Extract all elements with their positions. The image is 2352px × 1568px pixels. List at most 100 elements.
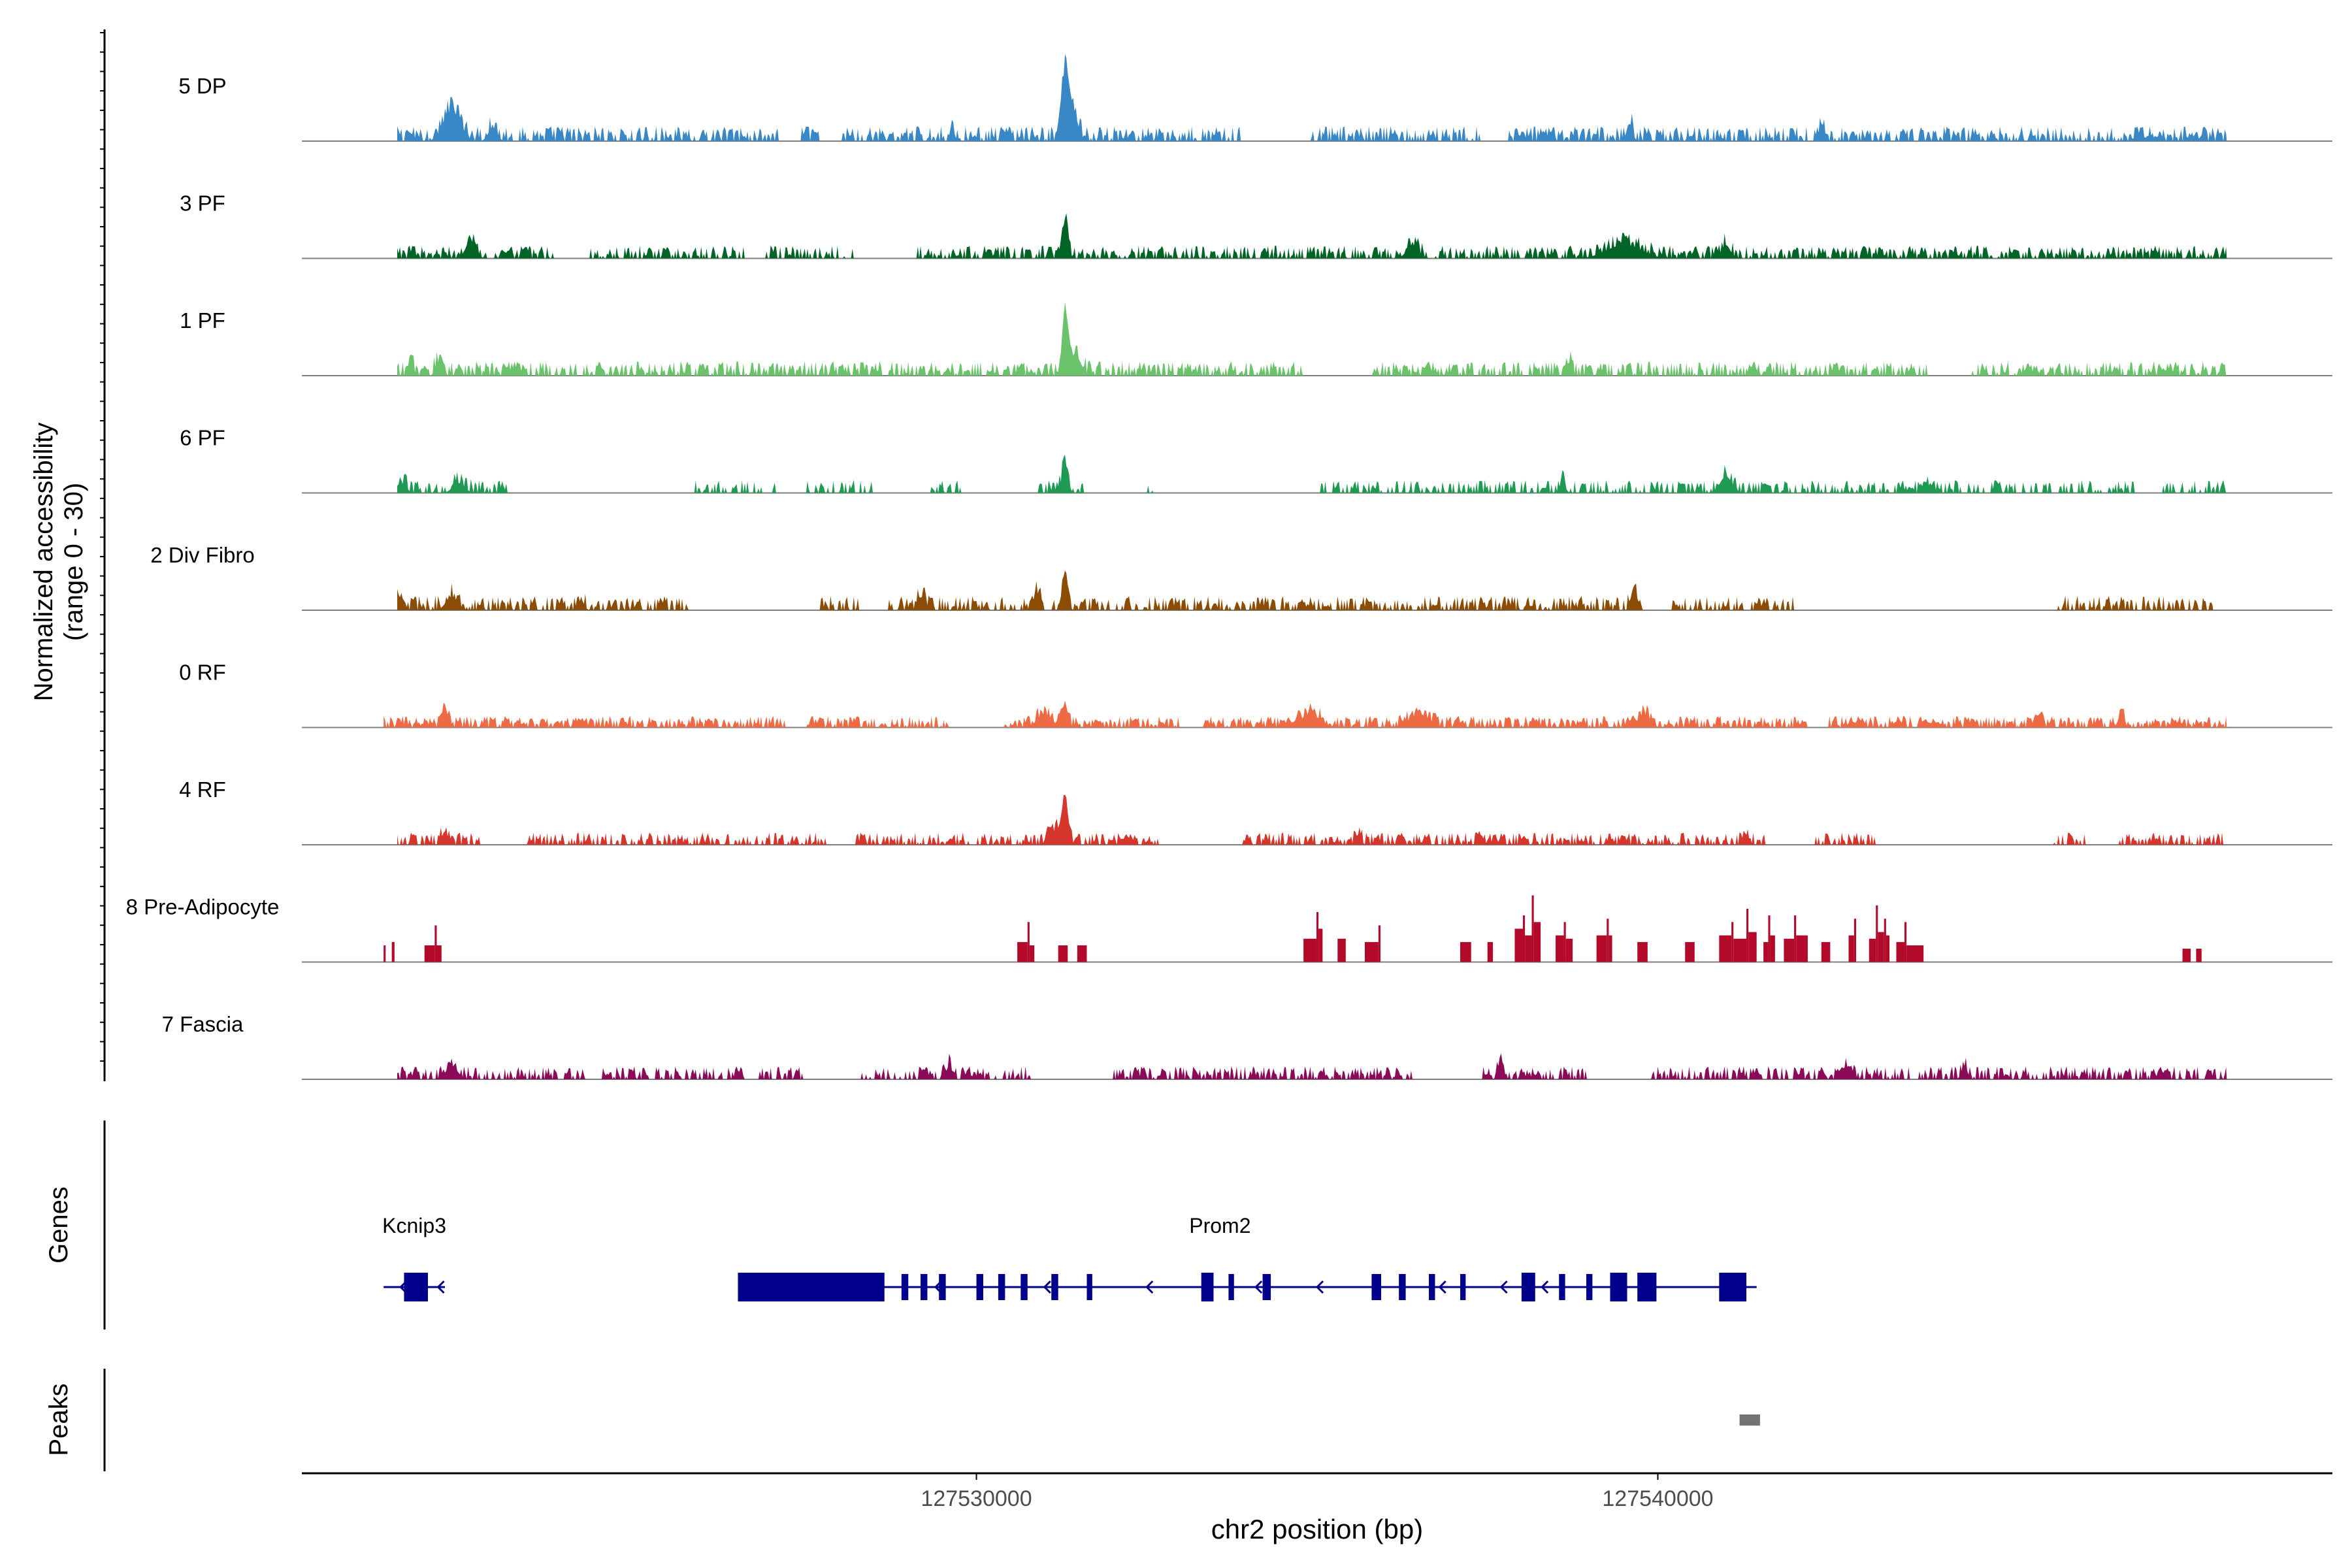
- coverage-bar: [1058, 945, 1068, 962]
- coverage-area: [397, 794, 2227, 845]
- gene-exon: [1429, 1274, 1435, 1300]
- gene-label: Kcnip3: [382, 1214, 446, 1237]
- coverage-bar: [1027, 922, 1030, 962]
- coverage-bar: [1854, 919, 1856, 962]
- coverage-bar: [2196, 949, 2202, 962]
- peaks-track: [1739, 1414, 1760, 1426]
- track-label: 7 Fascia: [162, 1012, 244, 1036]
- track-label: 4 RF: [179, 777, 226, 802]
- coverage-bar: [1533, 922, 1541, 962]
- coverage-area: [397, 54, 2227, 141]
- coverage-bar: [1763, 941, 1769, 962]
- gene-exon: [1371, 1274, 1382, 1300]
- track-7-fascia: 7 Fascia: [162, 1012, 2332, 1080]
- strand-arrow: [1043, 1280, 1051, 1294]
- track-0-rf: 0 RF: [179, 661, 2332, 728]
- gene-exon: [1719, 1273, 1747, 1301]
- coverage-bar: [1906, 945, 1924, 962]
- coverage-bar: [1077, 945, 1087, 962]
- track-label: 8 Pre-Adipocyte: [126, 895, 280, 919]
- coverage-bar: [1337, 938, 1346, 962]
- gene-exon: [998, 1274, 1005, 1300]
- track-6-pf: 6 PF: [180, 426, 2332, 494]
- strand-arrow: [436, 1280, 445, 1294]
- coverage-bar: [1365, 941, 1379, 962]
- gene-exon: [1637, 1273, 1657, 1301]
- track-8-pre-adipocyte: 8 Pre-Adipocyte: [126, 895, 2332, 963]
- gene-exon: [1399, 1274, 1406, 1300]
- coverage-bar: [1318, 928, 1323, 962]
- coverage-area: [397, 213, 2227, 259]
- coverage-bar: [1563, 922, 1566, 962]
- y-axis-label-line2: (range 0 - 30): [59, 483, 88, 641]
- coverage-area: [397, 454, 2227, 493]
- gene-exon: [1521, 1273, 1535, 1301]
- coverage-bar: [434, 925, 437, 962]
- gene-label: Prom2: [1189, 1214, 1250, 1237]
- coverage-tracks: 5 DP 3 PF 1 PF 6 PF 2 Div Fibro 0 RF 4 RF 8 Pre…: [126, 54, 2332, 1080]
- coverage-area: [397, 302, 2227, 376]
- coverage-bar: [1884, 919, 1886, 962]
- coverage-bar: [1460, 941, 1471, 962]
- gene-exon: [1460, 1274, 1466, 1300]
- coverage-bar: [1848, 935, 1854, 962]
- gene-exon: [1021, 1274, 1028, 1300]
- coverage-bar: [1017, 941, 1028, 962]
- coverage-bar: [1821, 941, 1831, 962]
- x-axis-ticks: 127530000 127540000: [921, 1473, 1714, 1511]
- coverage-bar: [436, 945, 442, 962]
- gene-exon: [921, 1274, 928, 1300]
- gene-exon: [1051, 1274, 1058, 1300]
- track-label: 1 PF: [180, 308, 225, 333]
- coverage-bar: [1784, 938, 1795, 962]
- strand-arrow: [1438, 1280, 1446, 1294]
- x-tick-label: 127530000: [921, 1486, 1032, 1511]
- track-label: 0 RF: [179, 661, 226, 685]
- coverage-bar: [1731, 922, 1734, 962]
- coverage-y-ticks: [100, 32, 105, 1062]
- coverage-bar: [1522, 915, 1526, 962]
- coverage-bar: [391, 941, 395, 962]
- coverage-bar: [1596, 935, 1607, 962]
- coverage-bar: [1685, 941, 1695, 962]
- track-4-rf: 4 RF: [179, 777, 2332, 845]
- strand-arrow: [1541, 1280, 1549, 1294]
- coverage-bar: [1878, 932, 1884, 962]
- coverage-bar: [1733, 938, 1747, 962]
- gene-prom2: Prom2: [738, 1214, 1757, 1301]
- coverage-bar: [1607, 919, 1609, 962]
- track-2-div-fibro: 2 Div Fibro: [150, 543, 2332, 611]
- coverage-area: [397, 1053, 2227, 1079]
- y-axis-label-line1: Normalized accessibility: [29, 423, 58, 702]
- coverage-area: [397, 570, 2213, 610]
- coverage-bar: [1565, 938, 1573, 962]
- strand-arrow: [1145, 1280, 1154, 1294]
- gene-exon: [404, 1273, 428, 1301]
- track-label: 2 Div Fibro: [150, 543, 255, 567]
- coverage-bar: [1796, 935, 1808, 962]
- gene-exon: [1586, 1274, 1593, 1300]
- gene-exon: [976, 1274, 983, 1300]
- coverage-bar: [1904, 922, 1907, 962]
- track-label: 6 PF: [180, 426, 225, 450]
- gene-exon: [1201, 1273, 1214, 1301]
- coverage-bar: [1487, 941, 1494, 962]
- coverage-bar: [384, 945, 386, 962]
- x-axis-label: chr2 position (bp): [1211, 1514, 1424, 1544]
- gene-annotation-track: Kcnip3 Prom2: [382, 1214, 1757, 1301]
- coverage-bar: [1748, 932, 1757, 962]
- coverage-bar: [1514, 928, 1523, 962]
- coverage-bar: [1770, 935, 1775, 962]
- coverage-bar: [1869, 938, 1876, 962]
- x-tick-label: 127540000: [1602, 1486, 1713, 1511]
- coverage-bar: [1029, 945, 1035, 962]
- peaks-track-label: Peaks: [44, 1383, 73, 1456]
- peak-region: [1739, 1414, 1760, 1426]
- gene-kcnip3: Kcnip3: [382, 1214, 446, 1301]
- strand-arrow: [1315, 1280, 1324, 1294]
- track-5-dp: 5 DP: [178, 54, 2332, 142]
- strand-arrow: [1254, 1280, 1263, 1294]
- coverage-bar: [1746, 908, 1749, 962]
- strand-arrow: [399, 1280, 408, 1294]
